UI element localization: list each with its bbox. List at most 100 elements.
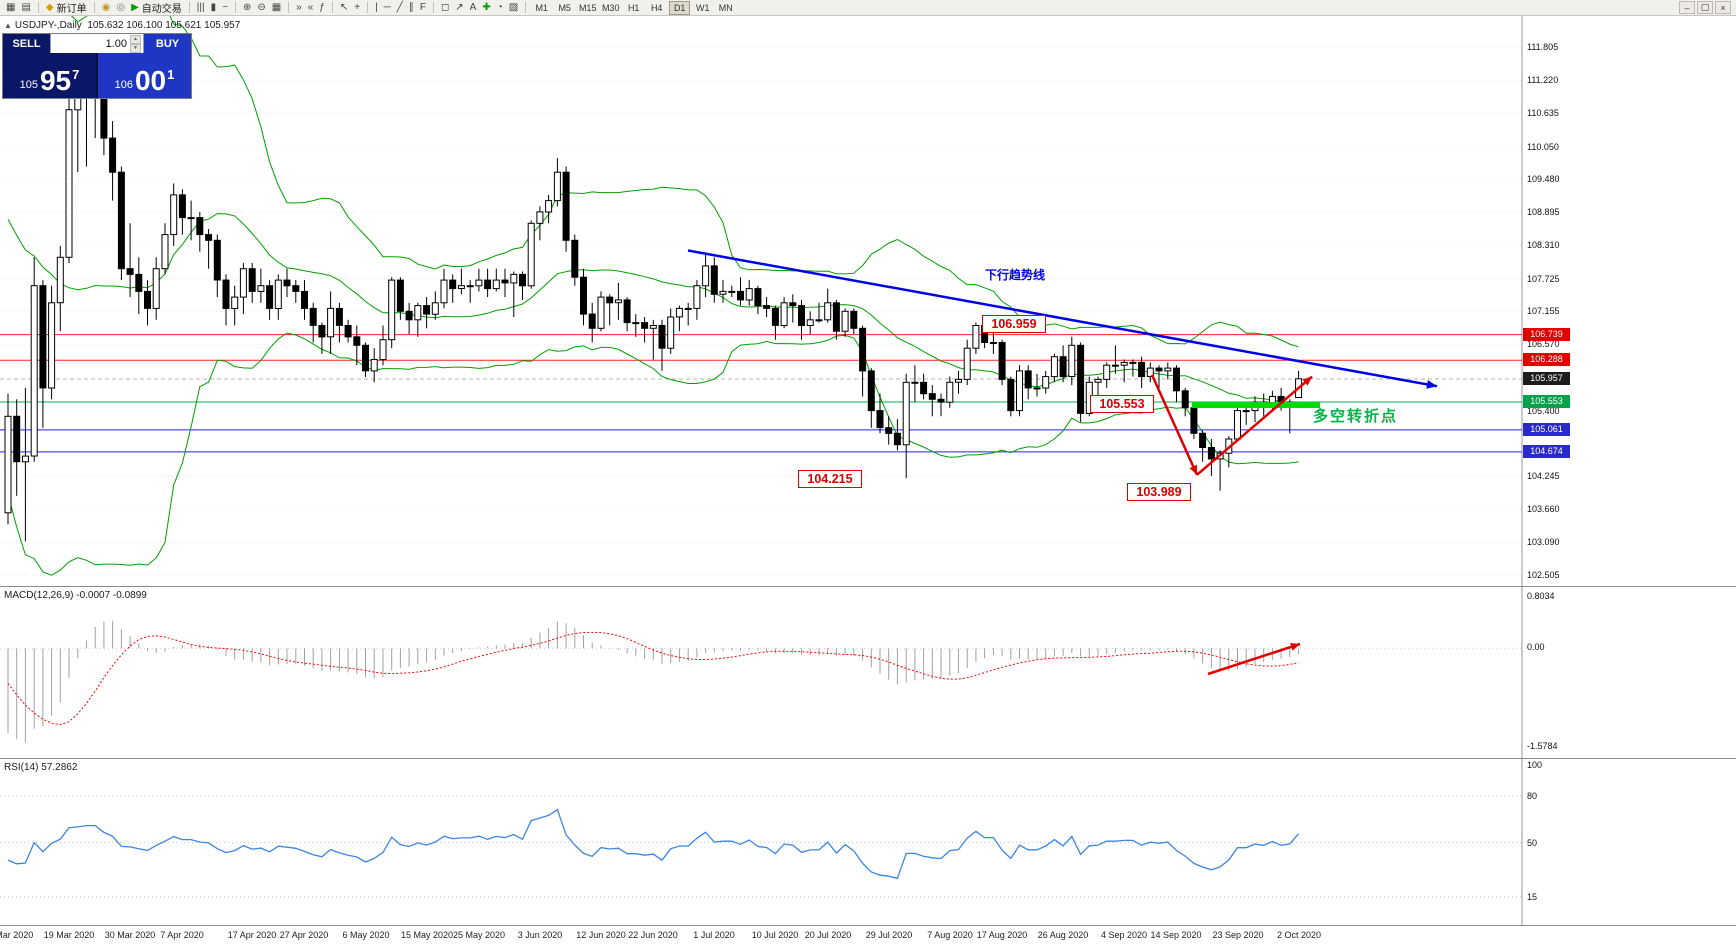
price-annotation-box[interactable]: 106.959 — [982, 315, 1046, 333]
price-axis-label[interactable]: 109.480 — [1527, 174, 1560, 184]
rsi-scale-label[interactable]: 80 — [1527, 791, 1538, 801]
downtrend-line[interactable] — [687, 249, 1438, 389]
price-annotation-box[interactable]: 105.553 — [1090, 395, 1154, 413]
candlestick-chart-icon[interactable]: ▮ — [208, 0, 220, 15]
new-chart-icon[interactable]: ▦ — [3, 0, 18, 15]
auto-scroll-icon[interactable]: » — [293, 0, 305, 15]
price-axis-label[interactable]: 104.245 — [1527, 471, 1560, 481]
timeframe-m1[interactable]: M1 — [535, 2, 548, 13]
horizontal-lines — [0, 334, 1522, 453]
new-order-button: ◆ — [45, 2, 54, 13]
price-axis-label[interactable]: 110.635 — [1527, 108, 1559, 118]
timeframe-h1[interactable]: H1 — [627, 2, 640, 13]
one-click-collapse-icon[interactable]: ▲ — [4, 21, 12, 30]
price-tag: 104.674 — [1523, 445, 1570, 458]
rsi-scale-label[interactable]: 15 — [1527, 892, 1538, 902]
shapes-icon[interactable]: ◻ — [438, 0, 452, 15]
toolbar-separator — [367, 2, 369, 13]
sell-price-prefix: 105 — [19, 79, 38, 91]
price-axis-label[interactable]: 102.505 — [1527, 570, 1560, 580]
restore-window-icon[interactable]: ▢ — [1697, 1, 1713, 14]
trendline-icon[interactable]: ╱ — [394, 0, 406, 15]
rsi-scale-label[interactable]: 100 — [1527, 760, 1543, 770]
close-window-icon[interactable]: × — [1715, 1, 1731, 14]
candlestick-chart-icon: ▮ — [210, 2, 217, 13]
chart-shift-icon[interactable]: « — [305, 0, 317, 15]
timeframe-m15[interactable]: M15 — [578, 2, 597, 13]
tile-windows-icon[interactable]: ▦ — [269, 0, 284, 15]
autotrading-button[interactable]: ▶ 自动交易 — [128, 0, 185, 15]
date-axis-label: 23 Sep 2020 — [1212, 930, 1264, 940]
arrow-tools-icon[interactable]: ↗ — [452, 0, 466, 15]
buy-button[interactable]: BUY — [144, 34, 191, 53]
price-axis-label[interactable]: 106.570 — [1527, 339, 1560, 349]
price-axis-label[interactable]: 108.310 — [1527, 240, 1560, 250]
timeframe-m30[interactable]: M30 — [601, 2, 620, 13]
time-axis[interactable]: 10 Mar 2020 19 Mar 2020 30 Mar 2020 7 Apr 2… — [0, 925, 1736, 946]
symbol-ohlc-text: USDJPY-,Daily 105.632 106.100 105.621 10… — [14, 20, 241, 31]
price-annotation-box[interactable]: 104.215 — [798, 470, 862, 488]
reversal-arrows[interactable] — [1150, 374, 1313, 476]
new-order-button[interactable]: ◆ 新订单 — [43, 0, 90, 15]
price-axis-label[interactable]: 110.050 — [1527, 142, 1559, 152]
price-axis-label[interactable]: 107.725 — [1527, 274, 1560, 284]
fibonacci-icon[interactable]: F — [417, 0, 429, 15]
volume-up-icon[interactable]: ▲ — [130, 34, 141, 44]
price-axis-label[interactable]: 111.220 — [1527, 75, 1559, 85]
profiles-icon[interactable]: ▤ — [18, 0, 33, 15]
macd-up-arrow[interactable] — [1207, 642, 1301, 676]
crosshair-icon[interactable]: + — [351, 0, 363, 15]
price-gridlines — [0, 46, 1522, 576]
date-axis-label: 30 Mar 2020 — [104, 930, 156, 940]
price-tag: 106.288 — [1523, 353, 1570, 366]
sell-button[interactable]: SELL — [3, 34, 50, 53]
timeframe-m5[interactable]: M5 — [558, 2, 571, 13]
zoom-out-icon[interactable]: ⊖ — [254, 0, 268, 15]
mql5-community-icon[interactable]: ◉ — [99, 0, 114, 15]
price-axis-label[interactable]: 108.895 — [1527, 207, 1560, 217]
price-annotation-box[interactable]: 103.989 — [1127, 483, 1191, 501]
text-label-icon[interactable]: A — [467, 0, 480, 15]
period-icon[interactable]: ◔ — [494, 0, 506, 15]
volume-field[interactable]: 1.00 ▲ ▼ — [50, 34, 144, 53]
add-indicator-icon[interactable]: ✚ — [479, 0, 493, 15]
alerts-icon[interactable]: ◎ — [113, 0, 128, 15]
price-axis-label[interactable]: 111.805 — [1527, 42, 1559, 52]
date-axis-label: 1 Jul 2020 — [693, 930, 735, 940]
price-axis-label[interactable]: 105.400 — [1527, 406, 1560, 416]
timeframe-h4[interactable]: H4 — [650, 2, 663, 13]
line-chart-icon[interactable]: ~ — [219, 0, 231, 15]
cursor-icon[interactable]: ↖ — [337, 0, 351, 15]
price-axis-label[interactable]: 107.155 — [1527, 306, 1560, 316]
timeframe-w1[interactable]: W1 — [695, 2, 710, 13]
zoom-in-icon[interactable]: ⊕ — [240, 0, 254, 15]
template-icon[interactable]: ▧ — [506, 0, 521, 15]
equidistant-channel-icon[interactable]: ∥ — [406, 0, 417, 15]
zoom-out-icon: ⊖ — [257, 2, 266, 13]
horizontal-line-icon: ─ — [383, 2, 391, 13]
trendline-icon: ╱ — [396, 2, 403, 13]
horizontal-line-icon[interactable]: ─ — [381, 0, 394, 15]
macd-panel: MACD(12,26,9) -0.0007 -0.0899 0.8034 0.0… — [0, 586, 1736, 759]
zoom-in-icon: ⊕ — [242, 2, 252, 13]
rsi-line — [7, 808, 1300, 880]
sell-price-display[interactable]: 105 95 7 — [3, 53, 96, 98]
vertical-line-icon[interactable]: | — [372, 0, 381, 15]
buy-price-display[interactable]: 106 00 1 — [98, 53, 191, 98]
main-chart-canvas[interactable] — [0, 16, 1736, 586]
chart-symbol-header: ▲ USDJPY-,Daily 105.632 106.100 105.621 1… — [4, 20, 240, 31]
minimize-window-icon[interactable]: – — [1679, 1, 1695, 14]
macd-canvas[interactable] — [0, 587, 1736, 759]
volume-down-icon[interactable]: ▼ — [130, 43, 141, 53]
price-axis-label[interactable]: 103.660 — [1527, 504, 1560, 514]
new-order-button-label: 新订单 — [56, 4, 87, 15]
indicators-icon[interactable]: ƒ — [316, 0, 328, 15]
price-axis-label[interactable]: 103.090 — [1527, 537, 1560, 547]
bar-chart-icon[interactable]: ||| — [194, 0, 208, 15]
rsi-scale-label[interactable]: 50 — [1527, 838, 1538, 848]
timeframe-d1[interactable]: D1 — [669, 0, 691, 15]
timeframe-mn[interactable]: MN — [718, 2, 733, 13]
main-chart-panel: ▲ USDJPY-,Daily 105.632 106.100 105.621 1… — [0, 16, 1736, 586]
rsi-canvas[interactable] — [0, 759, 1736, 926]
autotrading-button: ▶ — [131, 2, 139, 13]
